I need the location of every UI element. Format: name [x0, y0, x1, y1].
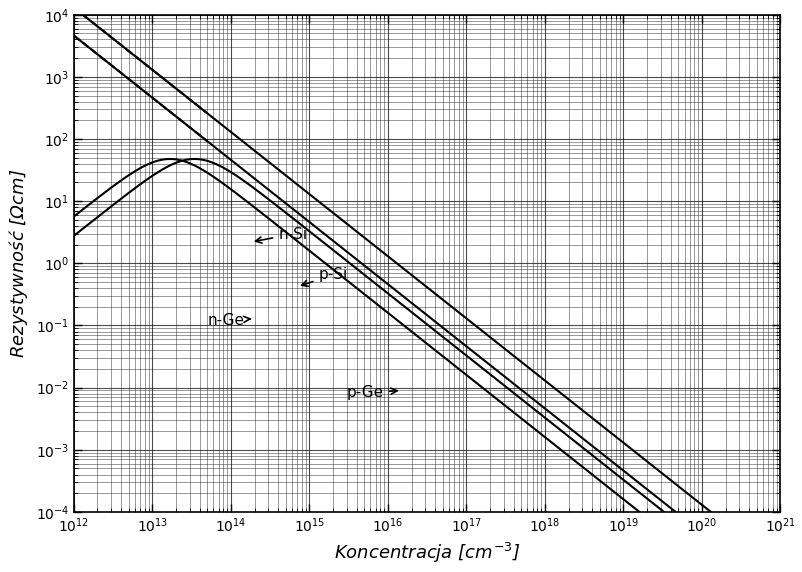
Text: n-Si: n-Si	[255, 227, 307, 243]
Y-axis label: Rezystywność [Ω$cm$]: Rezystywność [Ω$cm$]	[7, 169, 30, 358]
Text: p-Si: p-Si	[302, 268, 347, 287]
Text: p-Ge: p-Ge	[346, 386, 397, 400]
X-axis label: Koncentracja [$cm^{-3}$]: Koncentracja [$cm^{-3}$]	[334, 541, 520, 565]
Text: n-Ge: n-Ge	[207, 313, 250, 328]
